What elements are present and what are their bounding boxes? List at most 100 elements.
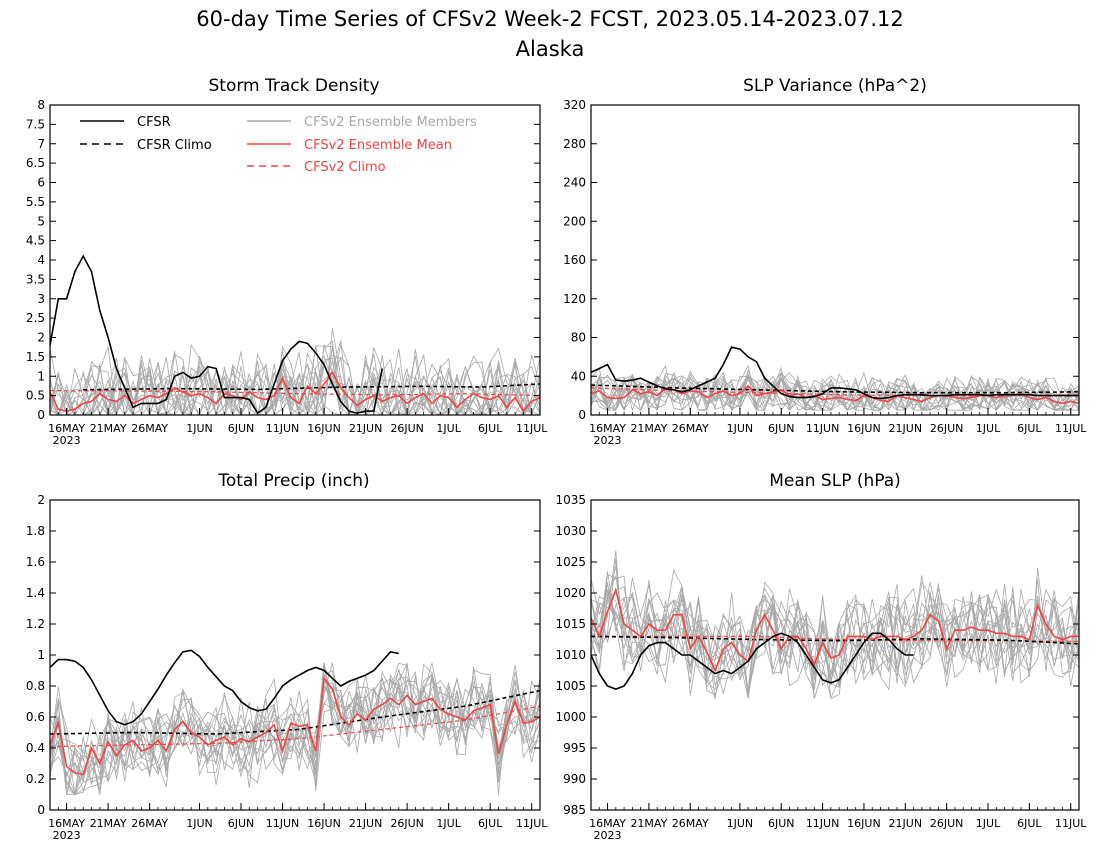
legend-label: CFSv2 Ensemble Members (304, 115, 477, 130)
y-tick-label: 5 (37, 214, 45, 228)
ensemble-member-line (50, 345, 540, 415)
cfsr-line (50, 254, 383, 415)
x-tick-label: 26MAY (672, 422, 709, 435)
x-tick-label: 6JUN (228, 817, 255, 830)
ensemble-member-line (591, 586, 1079, 698)
x-tick-label: 26JUN (930, 422, 964, 435)
y-tick-label: 80 (571, 331, 586, 345)
x-tick-label: 11JUL (1055, 817, 1087, 830)
y-tick-label: 1.8 (26, 524, 45, 538)
y-tick-label: 1010 (555, 648, 586, 662)
y-tick-label: 200 (563, 214, 586, 228)
x-tick-label: 26JUN (390, 422, 424, 435)
y-tick-label: 0.4 (26, 741, 45, 755)
panel-total-precip: Total Precip (inch) 0 0.2 0.4 0.6 0.8 1 1.2 1.4… (26, 471, 548, 842)
plot-area: 0 40 80 120 160 200 240 280 320 16MAY 21MAY 26MAY 1J… (563, 98, 1087, 447)
x-tick-label: 16MAY (48, 422, 85, 435)
cfsr-line (50, 649, 399, 726)
x-tick-label: 6JUN (768, 422, 795, 435)
y-tick-label: 995 (563, 741, 586, 755)
legend-label: CFSv2 Climo (304, 160, 386, 175)
y-tick-label: 5.5 (26, 195, 45, 209)
ensemble-member-line (591, 370, 1079, 412)
y-tick-label: 3 (37, 292, 45, 306)
ensemble-member-line (591, 374, 1079, 412)
y-tick-label: 120 (563, 292, 586, 306)
y-tick-label: 280 (563, 137, 586, 151)
x-year-label: 2023 (53, 829, 81, 842)
ensemble-member-line (591, 568, 1079, 699)
plot-area: 985 990 995 1000 1005 1010 1015 1020 1025 1030 103… (555, 493, 1087, 842)
y-tick-label: 990 (563, 772, 586, 786)
y-tick-label: 7.5 (26, 117, 45, 131)
x-tick-label: 11JUN (806, 422, 840, 435)
ensemble-member-line (50, 356, 540, 415)
x-tick-label: 16JUN (847, 422, 881, 435)
data-layer (591, 346, 1079, 412)
x-tick-label: 1JUN (186, 817, 213, 830)
panel-storm-track: Storm Track Density 0 0.5 1 1.5 2 2.5 3 3.5 4 4.5… (26, 76, 548, 447)
y-tick-label: 240 (563, 176, 586, 190)
y-tick-label: 40 (571, 369, 586, 383)
ensemble-mean-line (50, 676, 540, 776)
ensemble-member-line (591, 571, 1079, 699)
y-tick-label: 1035 (555, 493, 586, 507)
x-tick-label: 6JUN (768, 817, 795, 830)
ensemble-member-line (50, 351, 540, 415)
x-tick-label: 21MAY (90, 422, 127, 435)
x-tick-label: 6JUL (478, 817, 503, 830)
data-layer (50, 254, 540, 415)
y-tick-label: 1025 (555, 555, 586, 569)
y-tick-label: 1 (37, 369, 45, 383)
plot-area: 0 0.2 0.4 0.6 0.8 1 1.2 1.4 1.6 1.8 2 16MAY 21MAY 26M… (26, 493, 548, 842)
panel-title: Total Precip (inch) (217, 471, 369, 491)
x-tick-label: 16MAY (48, 817, 85, 830)
x-tick-label: 1JUN (186, 422, 213, 435)
x-tick-label: 16MAY (589, 422, 626, 435)
ensemble-member-line (591, 374, 1079, 412)
y-tick-label: 1.5 (26, 350, 45, 364)
data-layer (591, 550, 1079, 700)
x-tick-label: 21JUN (349, 817, 383, 830)
x-tick-label: 21MAY (90, 817, 127, 830)
cfsv2-climo-line (50, 390, 540, 397)
cfsr-climo-line (591, 384, 1079, 394)
y-tick-label: 1030 (555, 524, 586, 538)
plot-area: 0 0.5 1 1.5 2 2.5 3 3.5 4 4.5 5 5.5 6 6.5 7 7.5 8 16MAY 21… (26, 98, 548, 447)
x-tick-label: 11JUL (516, 422, 548, 435)
ensemble-member-line (591, 373, 1079, 412)
y-tick-label: 2 (37, 331, 45, 345)
x-tick-label: 11JUN (806, 817, 840, 830)
x-tick-label: 1JUN (727, 422, 754, 435)
cfsr-climo-line (591, 635, 1079, 645)
x-tick-label: 11JUN (266, 817, 300, 830)
panel-title: SLP Variance (hPa^2) (743, 76, 927, 96)
x-tick-label: 11JUN (266, 422, 300, 435)
x-tick-label: 1JUL (436, 817, 461, 830)
y-tick-label: 4 (37, 253, 45, 267)
y-tick-label: 160 (563, 253, 586, 267)
y-tick-label: 1.4 (26, 586, 45, 600)
ensemble-member-line (591, 582, 1079, 694)
x-tick-label: 1JUL (436, 422, 461, 435)
x-tick-label: 26JUN (930, 817, 964, 830)
legend-label: CFSR (137, 115, 171, 130)
y-tick-label: 0.2 (26, 772, 45, 786)
y-tick-label: 1.2 (26, 617, 45, 631)
legend: CFSR CFSR Climo CFSv2 Ensemble Members CFSv… (80, 115, 477, 175)
y-tick-label: 0.6 (26, 710, 45, 724)
x-tick-label: 21JUN (889, 817, 923, 830)
x-tick-label: 16MAY (589, 817, 626, 830)
x-tick-label: 16JUN (307, 422, 341, 435)
x-tick-label: 21MAY (630, 422, 667, 435)
y-tick-label: 3.5 (26, 272, 45, 286)
x-tick-label: 16JUN (847, 817, 881, 830)
figure-subtitle: Alaska (516, 37, 585, 61)
x-tick-label: 6JUL (478, 422, 503, 435)
y-tick-label: 8 (37, 98, 45, 112)
ensemble-member-line (591, 568, 1079, 699)
x-tick-label: 21JUN (349, 422, 383, 435)
x-tick-label: 1JUL (976, 422, 1001, 435)
y-tick-label: 2 (37, 493, 45, 507)
